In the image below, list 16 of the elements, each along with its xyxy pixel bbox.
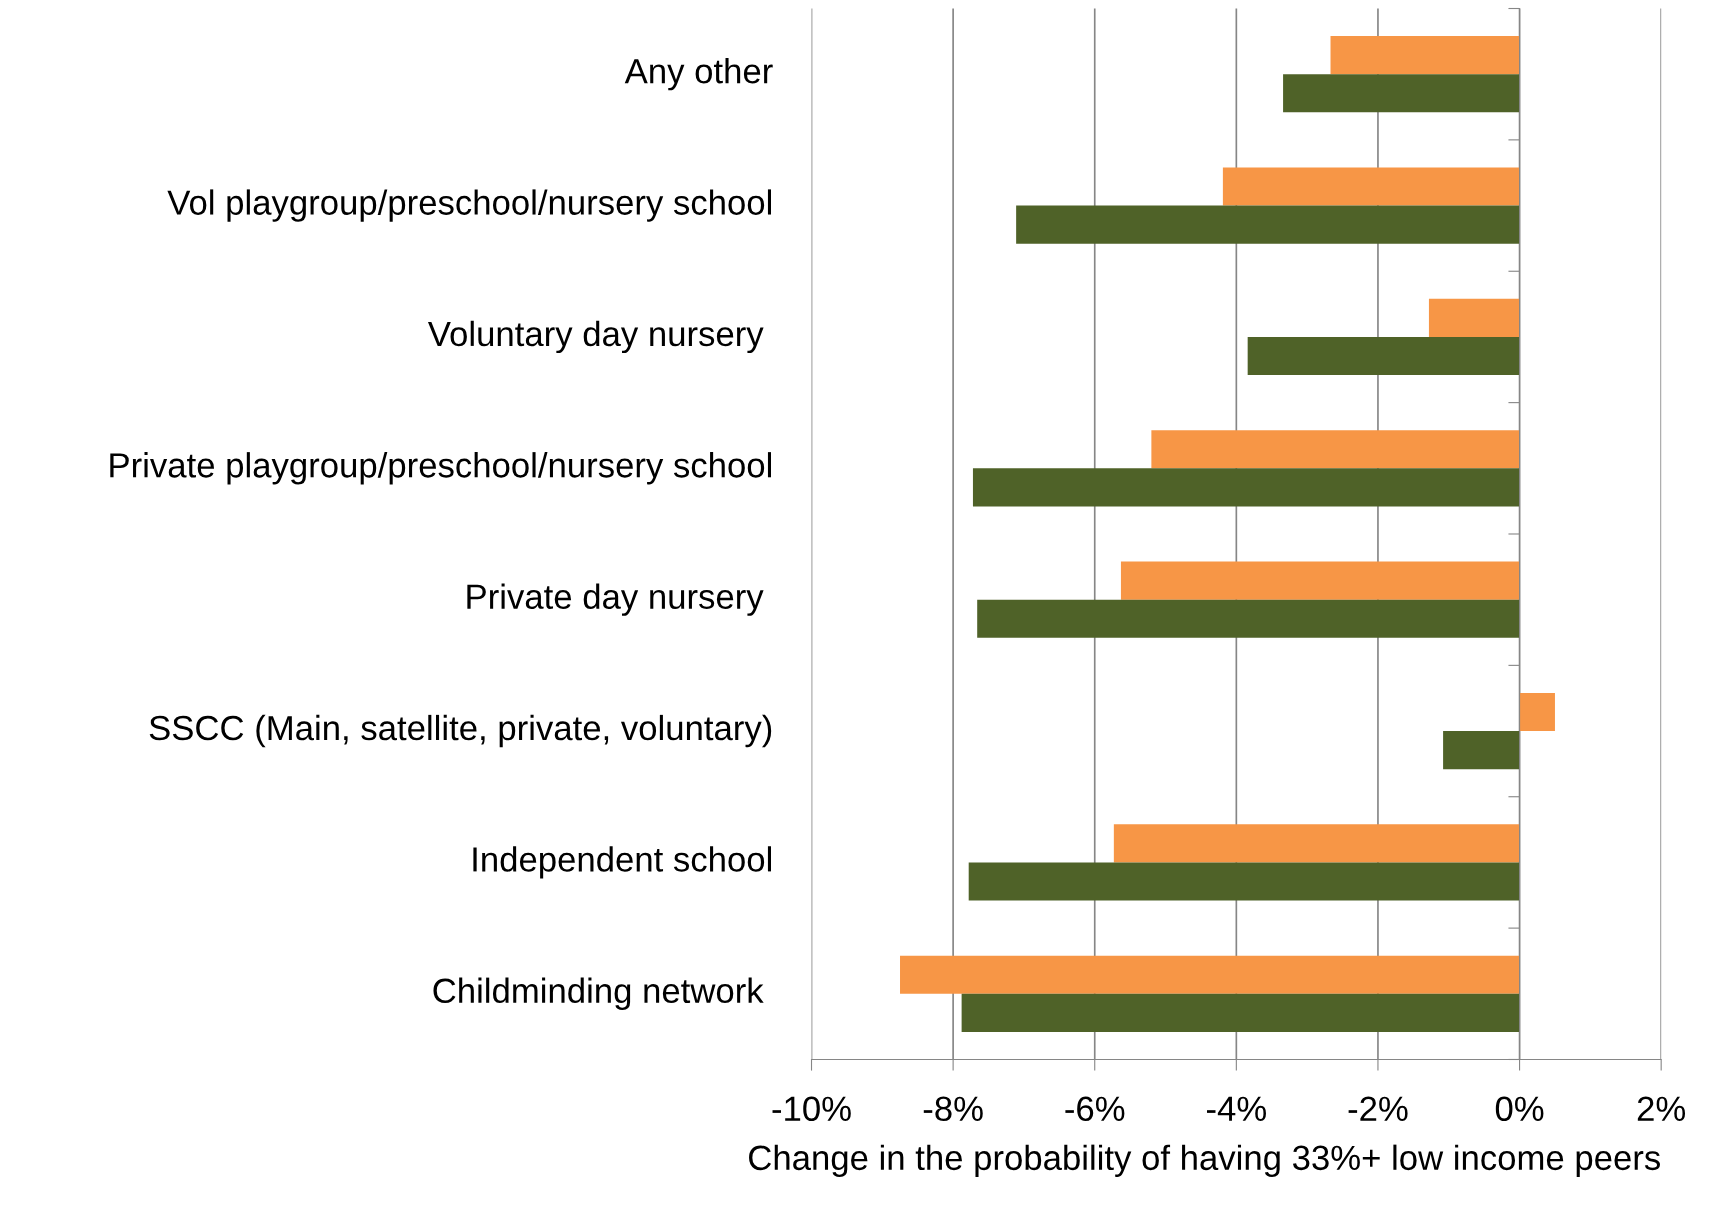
x-tick-label: -4% xyxy=(1207,1096,1266,1121)
y-tick-label: Voluntary day nursery xyxy=(427,320,764,354)
x-tick-label: -2% xyxy=(1348,1096,1408,1121)
y-tick-label: Childminding network xyxy=(433,977,764,1010)
y-tick-label: Private playgroup/preschool/nursery school xyxy=(110,452,771,485)
x-tick-label: 0% xyxy=(1495,1096,1544,1122)
x-tick-label: -8% xyxy=(923,1096,983,1122)
x-tick-label: -10% xyxy=(772,1096,851,1122)
x-tick-label: -6% xyxy=(1065,1096,1125,1122)
y-tick-label: Independent school xyxy=(473,846,771,879)
y-tick-label: SSCC (Main, satellite, private, voluntary) xyxy=(149,714,772,748)
x-axis-title: Change in the probability of having 33%+ low income peers xyxy=(749,1144,1660,1177)
x-tick-label: 2% xyxy=(1637,1096,1686,1121)
y-tick-label: Private day nursery xyxy=(467,583,764,616)
y-tick-label: Any other xyxy=(624,58,773,91)
y-tick-label: Vol playgroup/preschool/nursery school xyxy=(167,189,771,222)
